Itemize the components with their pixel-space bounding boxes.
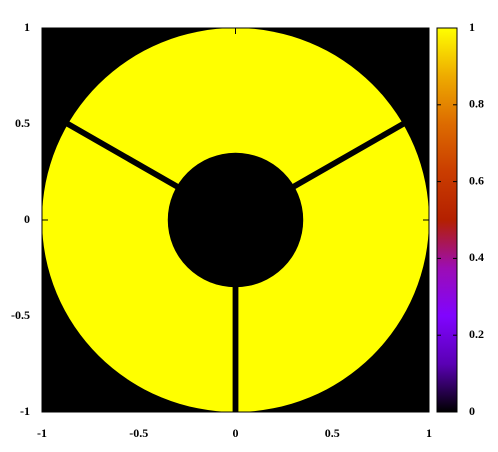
colorbar xyxy=(436,27,458,413)
x-tick-label: -0.5 xyxy=(129,426,148,440)
colorbar-tick-label: 0.8 xyxy=(469,97,484,111)
colorbar-tick-label: 0.6 xyxy=(469,173,484,187)
x-tick-label: -1 xyxy=(37,426,47,440)
y-tick-label: 0.5 xyxy=(15,116,30,130)
plot-area xyxy=(42,28,429,412)
colorbar-tick-label: 1 xyxy=(469,20,475,34)
colorbar-tick-label: 0.4 xyxy=(469,250,484,264)
y-tick-label: -1 xyxy=(20,404,30,418)
y-tick-label: -0.5 xyxy=(11,308,30,322)
y-tick-label: 0 xyxy=(24,212,30,226)
central-obstruction xyxy=(167,152,304,288)
x-tick-label: 1 xyxy=(426,426,432,440)
x-tick-label: 0.5 xyxy=(325,426,340,440)
x-tick-label: 0 xyxy=(233,426,239,440)
y-tick-label: 1 xyxy=(24,20,30,34)
colorbar-tick-label: 0.2 xyxy=(469,327,484,341)
colorbar-tick-label: 0 xyxy=(469,404,475,418)
